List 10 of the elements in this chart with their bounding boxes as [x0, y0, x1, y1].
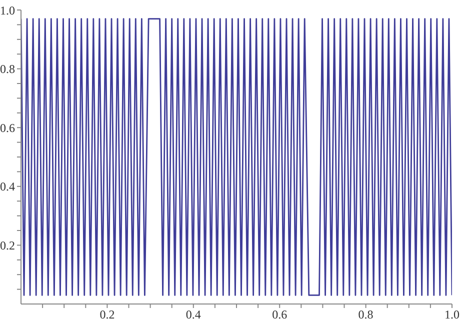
y-tick-label: 0.8 — [0, 62, 15, 76]
x-tick-label: 0.8 — [358, 308, 374, 322]
y-tick-label: 1.0 — [0, 3, 15, 18]
x-tick-label: 1.0 — [444, 308, 460, 322]
x-tick-label: 0.4 — [186, 308, 201, 322]
x-tick-label: 0.2 — [100, 308, 115, 322]
x-tick-label: 0.6 — [272, 308, 288, 322]
y-tick-label: 0.4 — [0, 180, 15, 194]
y-tick-label: 0.6 — [0, 120, 15, 135]
y-tick-label: 0.2 — [0, 238, 15, 252]
